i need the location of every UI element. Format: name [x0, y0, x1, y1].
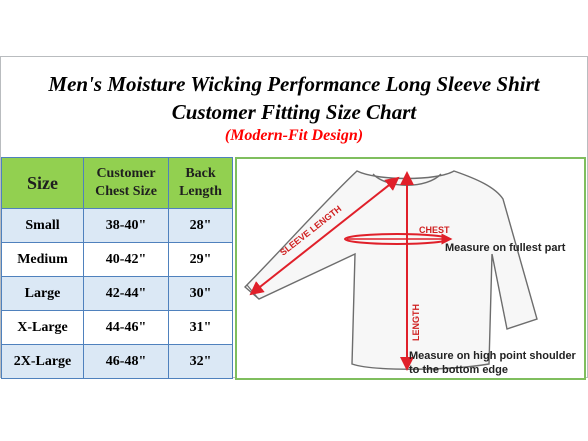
cell-chest: 46-48"	[83, 344, 169, 379]
table-row: Small 38-40" 28"	[1, 208, 233, 243]
title-line-2: Customer Fitting Size Chart	[171, 100, 417, 124]
cell-chest: 38-40"	[83, 208, 169, 243]
cell-back: 28"	[168, 208, 233, 243]
sleeve-arrow	[249, 176, 400, 296]
shirt-illustration: SLEEVE LENGTH CHEST LENGTH	[243, 170, 538, 371]
cell-size: X-Large	[1, 310, 84, 345]
cell-chest: 40-42"	[83, 242, 169, 277]
shirt-diagram: SLEEVE LENGTH CHEST LENGTH Measure on fu…	[235, 157, 586, 380]
length-note-line2: to the bottom edge	[409, 364, 508, 376]
header-back-line1: Back	[185, 166, 216, 181]
cell-back: 32"	[168, 344, 233, 379]
header-size: Size	[1, 157, 84, 209]
cell-back: 31"	[168, 310, 233, 345]
chest-label: CHEST	[419, 225, 450, 235]
shirt-outline	[243, 170, 538, 370]
table-header-row: Size Customer Chest Size Back Length	[1, 157, 233, 209]
table-row: 2X-Large 46-48" 32"	[1, 344, 233, 379]
title-line-1: Men's Moisture Wicking Performance Long …	[48, 72, 540, 96]
header-chest: Customer Chest Size	[83, 157, 169, 209]
cell-back: 29"	[168, 242, 233, 277]
cell-size: Medium	[1, 242, 84, 277]
cell-back: 30"	[168, 276, 233, 311]
cell-chest: 44-46"	[83, 310, 169, 345]
header-chest-line1: Customer	[96, 166, 156, 181]
header-back-line2: Length	[179, 184, 222, 199]
cell-size: Small	[1, 208, 84, 243]
cell-size: Large	[1, 276, 84, 311]
size-table: Size Customer Chest Size Back Length Sma…	[1, 157, 233, 379]
cell-size: 2X-Large	[1, 344, 84, 379]
table-row: X-Large 44-46" 31"	[1, 310, 233, 345]
title-line-3: (Modern-Fit Design)	[224, 127, 364, 144]
length-label: LENGTH	[411, 304, 421, 341]
header-back: Back Length	[168, 157, 233, 209]
header-chest-line2: Chest Size	[95, 184, 157, 199]
table-row: Large 42-44" 30"	[1, 276, 233, 311]
table-row: Medium 40-42" 29"	[1, 242, 233, 277]
length-note-line1: Measure on high point shoulder	[409, 350, 576, 362]
chest-note: Measure on fullest part	[445, 242, 566, 254]
cell-chest: 42-44"	[83, 276, 169, 311]
